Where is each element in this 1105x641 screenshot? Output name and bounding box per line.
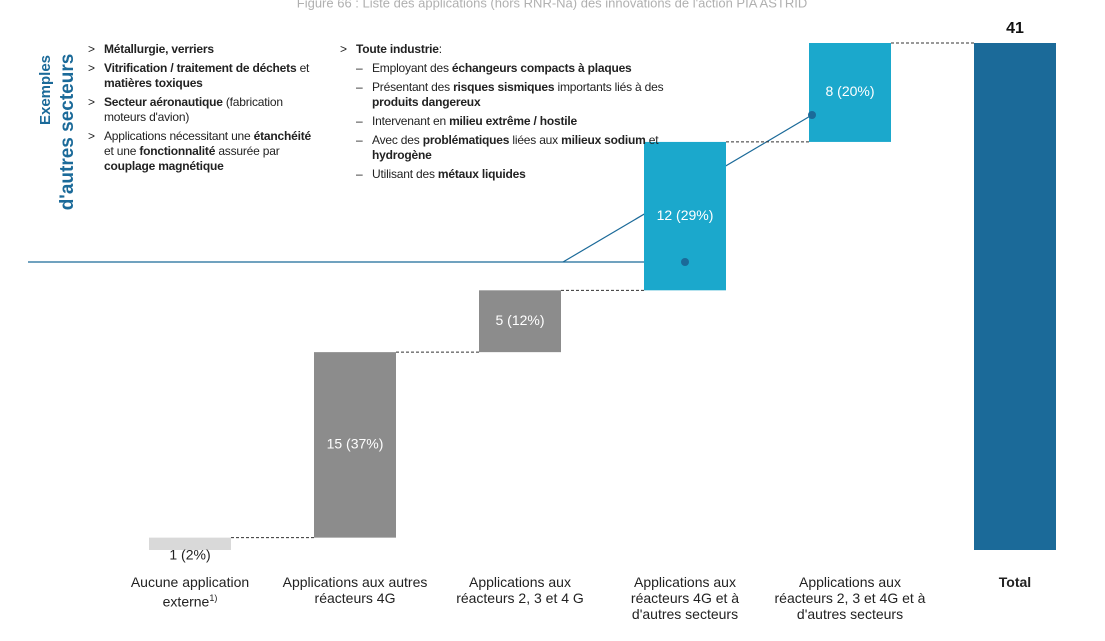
annotation-text: (fabrication moteurs d'avion) bbox=[104, 95, 283, 124]
annotation-item: Secteur aéronautique (fabrication moteur… bbox=[88, 95, 313, 125]
bar bbox=[809, 43, 891, 142]
annotation-text: : bbox=[438, 42, 442, 56]
annotation-item: Avec des problématiques liées aux milieu… bbox=[356, 133, 701, 163]
annotation-text: Toute industrie bbox=[356, 42, 439, 56]
value-label: 1 (2%) bbox=[169, 547, 210, 563]
bar bbox=[479, 290, 561, 353]
x-tick-text: Applications aux réacteurs 2, 3 et 4 G bbox=[456, 574, 584, 606]
annotation-text: métaux liquides bbox=[437, 167, 526, 181]
chart-title: Figure 66 : Liste des applications (hors… bbox=[297, 0, 807, 10]
annotation-text: hydrogène bbox=[372, 148, 432, 162]
annotation-item: Employant des échangeurs compacts à plaq… bbox=[356, 61, 701, 76]
value-label: 15 (37%) bbox=[327, 436, 384, 452]
annotation-text: risques sismiques bbox=[453, 80, 555, 94]
annotation-text: et bbox=[296, 61, 310, 75]
value-label: 12 (29%) bbox=[657, 207, 714, 223]
x-tick-text: Applications aux réacteurs 2, 3 et 4G et… bbox=[774, 574, 926, 622]
x-tick-text: Total bbox=[998, 574, 1032, 590]
annotation-item: Applications nécessitant une étanchéité … bbox=[88, 129, 313, 174]
x-tick-label: Aucune application externe1) bbox=[110, 574, 270, 610]
x-tick-text: Aucune application externe bbox=[130, 574, 250, 610]
callout-dot bbox=[681, 258, 689, 266]
annotation-text: importants liés à des bbox=[554, 80, 664, 94]
annotation-text: Applications nécessitant une bbox=[104, 129, 254, 143]
bar bbox=[314, 352, 396, 538]
annotation-left: Métallurgie, verriers Vitrification / tra… bbox=[88, 42, 313, 178]
annotation-text: matières toxiques bbox=[104, 76, 203, 90]
annotation-text: liées aux bbox=[509, 133, 562, 147]
annotation-text: milieux sodium bbox=[561, 133, 646, 147]
annotation-text: échangeurs compacts à plaques bbox=[451, 61, 632, 75]
x-tick-label: Applications aux réacteurs 4G et à d'aut… bbox=[605, 574, 765, 622]
annotation-item: Présentant des risques sismiques importa… bbox=[356, 80, 701, 110]
annotation-text: Présentant des bbox=[372, 80, 454, 94]
annotation-heading: Exemples bbox=[37, 55, 54, 125]
annotation-text: Vitrification / traitement de déchets bbox=[104, 61, 297, 75]
annotation-right: Toute industrie: Employant des échangeurs… bbox=[340, 42, 720, 186]
x-tick-text: Applications aux autres réacteurs 4G bbox=[282, 574, 428, 606]
annotation-text: Utilisant des bbox=[372, 167, 438, 181]
footnote: 1) bbox=[209, 593, 218, 603]
x-tick-label: Applications aux autres réacteurs 4G bbox=[275, 574, 435, 606]
annotation-text: assurée par bbox=[215, 144, 280, 158]
value-label: 41 bbox=[1006, 20, 1024, 37]
annotation-text: produits dangereux bbox=[372, 95, 481, 109]
annotation-item: Métallurgie, verriers bbox=[88, 42, 313, 57]
x-tick-label: Applications aux réacteurs 2, 3 et 4 G bbox=[440, 574, 600, 606]
bar bbox=[149, 537, 231, 550]
annotation-text: Avec des bbox=[372, 133, 423, 147]
annotation-text: Métallurgie, verriers bbox=[104, 42, 214, 56]
annotation-text: Employant des bbox=[372, 61, 452, 75]
annotation-right-heading: Toute industrie: bbox=[340, 42, 720, 57]
annotation-item: Intervenant en milieu extrême / hostile bbox=[356, 114, 701, 129]
x-tick-label: Applications aux réacteurs 2, 3 et 4G et… bbox=[770, 574, 930, 622]
callout-dot bbox=[808, 111, 816, 119]
annotation-text: couplage magnétique bbox=[104, 159, 224, 173]
annotation-text: problématiques bbox=[422, 133, 510, 147]
value-label: 5 (12%) bbox=[495, 312, 544, 328]
annotation-item: Utilisant des métaux liquides bbox=[356, 167, 701, 182]
x-tick-text: Applications aux réacteurs 4G et à d'aut… bbox=[630, 574, 740, 622]
annotation-text: Intervenant en bbox=[372, 114, 450, 128]
annotation-text: et bbox=[645, 133, 659, 147]
annotation-text: Secteur aéronautique bbox=[104, 95, 223, 109]
annotation-text: étanchéité bbox=[253, 129, 312, 143]
annotation-text: fonctionnalité bbox=[139, 144, 216, 158]
x-tick-label: Total bbox=[935, 574, 1095, 590]
bar bbox=[974, 43, 1056, 550]
annotation-item: Vitrification / traitement de déchets et… bbox=[88, 61, 313, 91]
annotation-heading: d'autres secteurs bbox=[57, 54, 78, 211]
annotation-text: milieu extrême / hostile bbox=[449, 114, 577, 128]
annotation-text: et une bbox=[104, 144, 140, 158]
value-label: 8 (20%) bbox=[825, 83, 874, 99]
